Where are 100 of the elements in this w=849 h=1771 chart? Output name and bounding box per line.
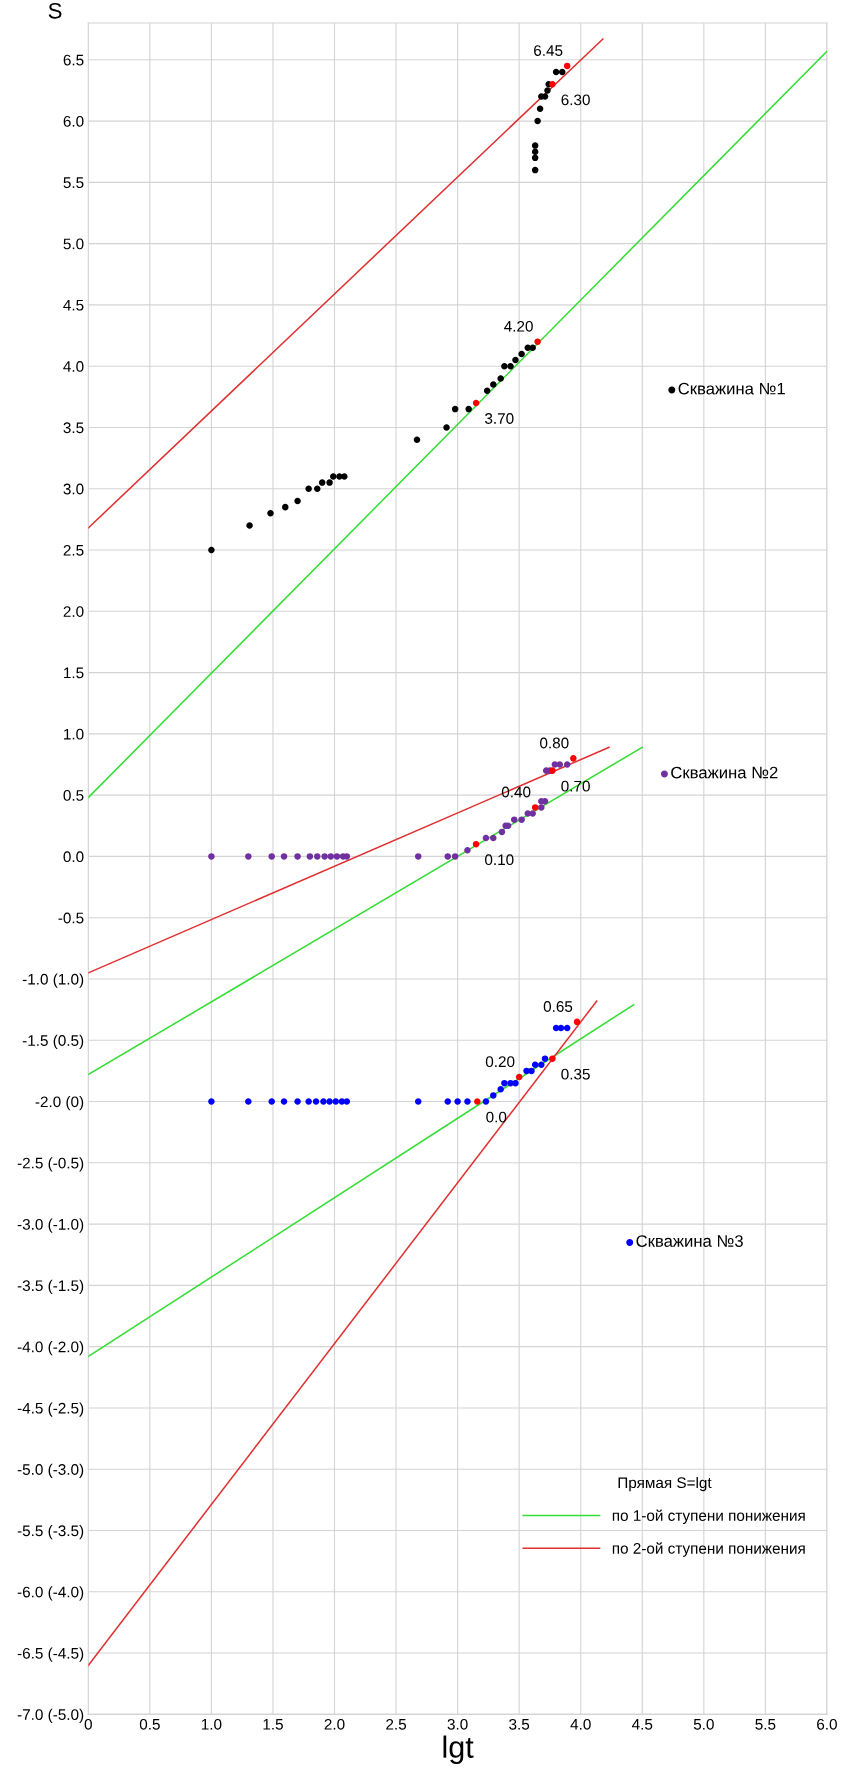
y-tick-label: 3.0 [63,483,84,495]
point [208,546,215,554]
point [245,853,252,860]
point [531,154,539,162]
point [451,853,459,860]
point [414,853,422,860]
point [534,338,541,345]
point [444,853,452,860]
point [444,1098,452,1105]
legend-title: Прямая S=lgt [618,1476,712,1492]
point [294,853,301,860]
y-tick-label: -1.0 (1.0) [22,973,84,988]
y-tick-label: -5.5 (-3.5) [17,1524,84,1540]
y-tick-label: 0.5 [63,790,84,801]
y-tick-label: -6.0 (-4.0) [17,1586,84,1601]
point [563,62,571,70]
point [312,1098,320,1105]
legend-label: Скважина №2 [671,766,778,779]
point [512,1079,519,1087]
point [518,350,525,358]
point [318,479,326,486]
point [570,755,577,762]
x-tick-label: 2.5 [386,1718,407,1730]
point [482,834,490,842]
point [529,344,536,352]
point [413,436,421,443]
y-tick-label: 4.0 [63,361,84,372]
x-axis-title: lgt [443,1735,474,1764]
point [294,497,301,505]
y-tick-label: -6.5 (-4.5) [17,1647,84,1662]
point [573,1018,581,1026]
x-tick-label: 3.5 [509,1718,530,1730]
point [501,362,508,370]
point [472,399,480,407]
data-label: 0.40 [501,786,531,798]
point [320,1098,327,1105]
point [294,1098,301,1105]
y-tick-label: 0.0 [63,851,84,863]
point [534,117,541,125]
point [454,1098,461,1105]
point [563,1024,571,1032]
point [282,503,289,511]
x-tick-label: 4.0 [570,1718,591,1730]
point [245,1098,252,1105]
point [208,1098,215,1105]
point [327,853,335,860]
point [518,816,525,823]
point [490,1092,497,1099]
point [332,1098,339,1105]
point [464,1098,471,1105]
point [305,1098,312,1105]
y-tick-label: 4.5 [63,299,84,311]
x-tick-label: 3.0 [447,1718,468,1730]
y-tick-label: -3.0 (-1.0) [17,1218,84,1233]
y-tick-label: 6.0 [63,115,84,127]
data-label: 6.45 [534,45,563,56]
point [497,375,504,382]
point [531,142,539,149]
point [510,816,518,823]
point [326,1098,333,1105]
point [246,522,253,529]
data-label: 0.0 [486,1111,507,1123]
legend-label: Скважина №3 [636,1235,743,1247]
point [490,834,497,842]
point [321,853,328,860]
point [208,853,215,860]
point [333,853,341,860]
point [482,1098,490,1105]
point [472,840,480,848]
point [414,1098,422,1105]
legend-label: Скважина №1 [678,382,785,395]
data-label: 0.10 [485,854,514,866]
point [531,1061,539,1069]
point [268,1098,275,1105]
x-tick-label: 5.5 [755,1719,776,1730]
y-tick-label: -7.0 (-5.0) [17,1708,84,1724]
data-label: 0.35 [561,1068,590,1080]
point [558,68,566,76]
point [556,761,564,768]
point [474,1098,481,1105]
point [490,381,497,388]
point [451,405,459,413]
point [464,847,471,854]
point [343,1098,351,1105]
y-tick-label: -2.5 (-0.5) [17,1157,84,1172]
legend-label: по 1-ой ступени понижения [612,1509,805,1524]
y-tick-label: 2.5 [63,544,84,556]
x-tick-label: 4.5 [632,1719,653,1730]
point [529,810,536,817]
point [531,148,539,155]
point [314,853,321,860]
point [528,1067,535,1075]
data-label: 3.70 [484,413,514,424]
data-label: 4.20 [504,320,533,332]
y-tick-label: -2.0 (0) [35,1096,84,1111]
point [305,485,312,492]
y-tick-label: 1.0 [64,728,84,740]
x-tick-label: 5.0 [693,1718,714,1730]
point [538,1061,545,1069]
y-tick-label: -1.5 (0.5) [22,1034,84,1049]
